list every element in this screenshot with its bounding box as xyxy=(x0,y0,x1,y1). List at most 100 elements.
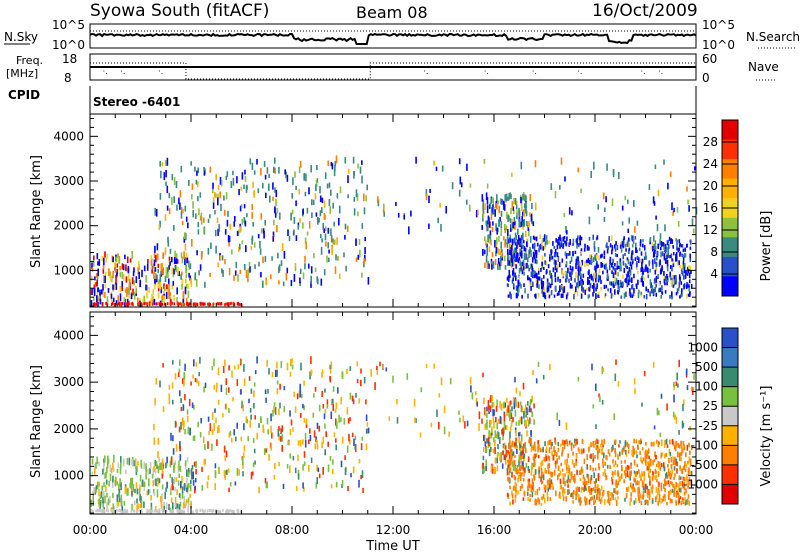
data-cell xyxy=(627,443,630,450)
data-cell xyxy=(139,279,141,288)
nave-marker: ·. xyxy=(658,67,663,76)
data-cell xyxy=(503,426,505,434)
data-cell xyxy=(140,496,142,504)
data-cell xyxy=(224,229,227,235)
data-cell xyxy=(607,490,609,495)
data-cell xyxy=(661,251,664,257)
data-cell xyxy=(619,244,622,249)
data-cell xyxy=(157,268,159,273)
data-cell xyxy=(648,473,650,478)
data-cell xyxy=(653,441,655,446)
data-cell xyxy=(532,370,534,376)
data-cell xyxy=(529,236,532,243)
data-cell xyxy=(315,184,317,192)
data-cell xyxy=(666,444,669,448)
data-cell xyxy=(624,440,627,446)
data-cell xyxy=(506,236,509,240)
data-cell xyxy=(153,272,155,280)
data-cell xyxy=(214,483,216,490)
data-cell xyxy=(650,486,652,492)
data-cell xyxy=(248,261,251,267)
data-cell xyxy=(172,448,175,455)
data-cell xyxy=(584,500,587,506)
nave-marker: ·. xyxy=(423,67,428,76)
data-cell xyxy=(586,454,588,460)
data-cell xyxy=(635,450,638,455)
data-cell xyxy=(626,257,629,261)
data-cell xyxy=(587,271,590,276)
data-cell xyxy=(559,470,562,476)
data-cell xyxy=(155,461,158,467)
data-cell xyxy=(127,274,130,281)
data-cell xyxy=(163,283,165,290)
data-cell xyxy=(264,389,267,395)
data-cell xyxy=(517,478,519,483)
data-cell xyxy=(168,399,171,405)
data-cell xyxy=(270,274,272,280)
data-cell xyxy=(304,263,306,270)
data-cell xyxy=(490,197,492,204)
data-cell xyxy=(260,272,262,278)
data-cell xyxy=(359,166,362,174)
data-cell xyxy=(185,232,187,241)
data-cell xyxy=(517,258,520,264)
data-cell xyxy=(614,373,617,382)
data-cell xyxy=(486,220,488,227)
data-cell xyxy=(632,450,635,456)
data-cell xyxy=(498,261,501,267)
data-cell xyxy=(232,170,234,176)
x-tick-label: 00:00 xyxy=(679,523,714,537)
data-cell xyxy=(343,252,345,258)
data-cell xyxy=(364,254,366,262)
data-cell xyxy=(512,440,515,447)
data-cell xyxy=(182,404,185,411)
data-cell xyxy=(509,467,512,471)
data-cell xyxy=(564,251,567,256)
data-cell xyxy=(197,181,199,188)
data-cell xyxy=(154,267,157,272)
data-cell xyxy=(228,267,231,276)
data-cell xyxy=(317,278,319,285)
data-cell xyxy=(239,243,241,250)
data-cell xyxy=(281,434,284,442)
data-cell xyxy=(292,427,294,432)
data-cell xyxy=(559,285,561,292)
data-cell xyxy=(637,271,639,275)
data-cell xyxy=(520,250,523,254)
data-cell xyxy=(102,500,104,508)
data-cell xyxy=(366,422,369,427)
data-cell xyxy=(557,264,559,269)
data-cell xyxy=(117,253,119,258)
colorbar-segment xyxy=(722,139,738,160)
data-cell xyxy=(265,192,267,199)
data-cell xyxy=(137,503,139,509)
data-cell xyxy=(681,264,684,269)
data-cell xyxy=(588,499,591,505)
data-cell xyxy=(580,188,582,194)
data-cell xyxy=(675,252,678,256)
data-cell xyxy=(549,483,551,490)
data-cell xyxy=(256,159,258,165)
data-cell xyxy=(592,257,595,263)
data-cell xyxy=(651,285,654,291)
data-cell xyxy=(524,407,527,416)
data-cell xyxy=(500,417,503,425)
data-cell xyxy=(608,501,611,506)
data-cell xyxy=(536,242,539,247)
data-cell xyxy=(595,273,598,279)
data-cell xyxy=(647,501,649,506)
data-cell xyxy=(167,236,169,243)
data-cell xyxy=(524,194,526,202)
data-cell xyxy=(675,381,678,387)
data-cell xyxy=(594,488,597,494)
data-cell xyxy=(686,243,688,247)
data-cell xyxy=(305,173,307,182)
data-cell xyxy=(587,474,590,480)
data-cell xyxy=(527,275,529,281)
data-cell xyxy=(503,224,506,229)
data-cell xyxy=(153,437,156,445)
data-cell xyxy=(687,494,690,499)
data-cell xyxy=(615,359,617,365)
data-cell xyxy=(466,199,468,205)
data-cell xyxy=(518,420,520,426)
